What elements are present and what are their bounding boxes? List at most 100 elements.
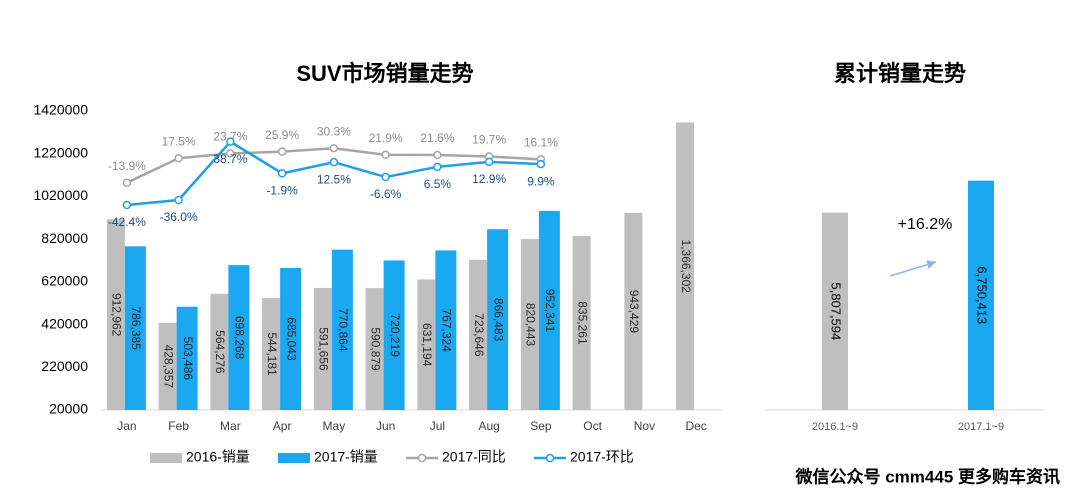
point [174, 153, 183, 163]
y-tick-label: 220000 [41, 358, 88, 374]
x-tick-label: Jan [117, 419, 136, 433]
bar [624, 212, 643, 410]
bar [210, 293, 229, 410]
bar [572, 235, 591, 410]
point-label: -36.0% [160, 210, 198, 224]
point-label: -13.9% [108, 159, 146, 173]
point [122, 178, 132, 187]
point-label: -1.9% [266, 184, 298, 198]
bar-label: 723,646 [472, 313, 486, 357]
point-label: 30.3% [317, 124, 351, 138]
legend-swatch [417, 453, 427, 463]
legend-label: 2017-环比 [570, 449, 634, 465]
x-tick-label: 2016.1~9 [812, 421, 858, 433]
point-label: 6.5% [424, 177, 452, 191]
point-label: 19.7% [472, 133, 506, 147]
bar [383, 260, 405, 410]
bar [487, 229, 509, 410]
bar [176, 306, 198, 410]
legend-swatch [545, 453, 555, 463]
point [226, 149, 235, 158]
x-tick-label: 2017.1~9 [958, 421, 1004, 433]
point [433, 150, 442, 160]
bar-label: 564,276 [213, 330, 227, 374]
y-tick-label: 420000 [41, 315, 88, 331]
bar [124, 246, 146, 410]
bar [280, 267, 302, 410]
bar [676, 122, 695, 411]
point [329, 143, 339, 153]
bar-label: 866,483 [491, 298, 505, 342]
point-label: 38.7% [213, 152, 247, 166]
y-tick-label: 620000 [41, 273, 88, 289]
legend-label: 2017-销量 [314, 449, 378, 465]
bar [968, 180, 994, 410]
x-tick-label: Jul [430, 419, 445, 433]
point-label: -42.4% [108, 215, 146, 229]
point [122, 200, 132, 210]
bar-label: 631,194 [420, 323, 434, 367]
bar [228, 265, 250, 410]
point-label: 9.9% [527, 174, 555, 188]
point-label: 23.7% [213, 130, 247, 144]
legend-swatch [150, 453, 182, 463]
bar [469, 259, 488, 410]
arrow [889, 260, 937, 277]
point [174, 195, 183, 205]
point [226, 137, 235, 146]
point [381, 172, 390, 182]
point [484, 157, 494, 167]
point-label: 17.5% [162, 134, 196, 148]
x-tick-label: Sep [530, 419, 552, 433]
bar [538, 210, 560, 410]
point-label: 16.1% [524, 135, 558, 149]
legend-swatch [278, 453, 310, 463]
bar [435, 250, 457, 410]
bar-label: 912,962 [110, 293, 124, 337]
x-tick-label: Aug [478, 419, 499, 433]
bar [331, 249, 353, 410]
bar-label: 943,429 [627, 290, 641, 334]
point-label: 12.9% [472, 172, 506, 186]
x-tick-label: Feb [168, 419, 189, 433]
bar-label: 820,443 [524, 303, 538, 347]
bar-label: 770,864 [336, 308, 350, 352]
point [536, 159, 546, 169]
x-tick-label: Nov [634, 419, 655, 433]
legend-label: 2017-同比 [442, 449, 506, 465]
bar-label: 6,750,413 [975, 266, 990, 324]
bar [313, 287, 332, 410]
point-label: -6.6% [370, 187, 402, 201]
y-tick-label: 1020000 [33, 187, 88, 203]
point [381, 150, 390, 160]
point-label: 21.9% [369, 131, 403, 145]
bar [158, 322, 177, 410]
bar [365, 288, 384, 410]
y-tick-label: 820000 [41, 230, 88, 246]
chart-title: 累计销量走势 [834, 61, 966, 86]
bar-label: 835,261 [575, 301, 589, 345]
bar-label: 698,268 [233, 316, 247, 360]
y-tick-label: 1220000 [33, 144, 88, 160]
bar [106, 219, 125, 410]
y-tick-label: 20000 [49, 401, 88, 417]
x-tick-label: Mar [220, 419, 241, 433]
bar-label: 503,486 [181, 337, 195, 381]
point [277, 147, 287, 156]
point-label: 21.6% [420, 131, 454, 145]
bar [417, 279, 436, 410]
chart-title: SUV市场销量走势 [296, 61, 473, 86]
bar-label: 5,807,594 [829, 282, 844, 340]
point [433, 162, 442, 172]
bar-label: 428,357 [161, 345, 175, 389]
point-label: 25.9% [265, 128, 299, 142]
x-tick-label: Dec [685, 419, 706, 433]
bar-label: 786,385 [129, 306, 143, 350]
bar-label: 952,341 [543, 289, 557, 333]
point [329, 157, 339, 167]
point-label: 12.5% [317, 172, 351, 186]
bar-label: 1,366,302 [679, 240, 693, 294]
bar-label: 590,879 [368, 327, 382, 371]
bar-label: 685,043 [284, 317, 298, 361]
